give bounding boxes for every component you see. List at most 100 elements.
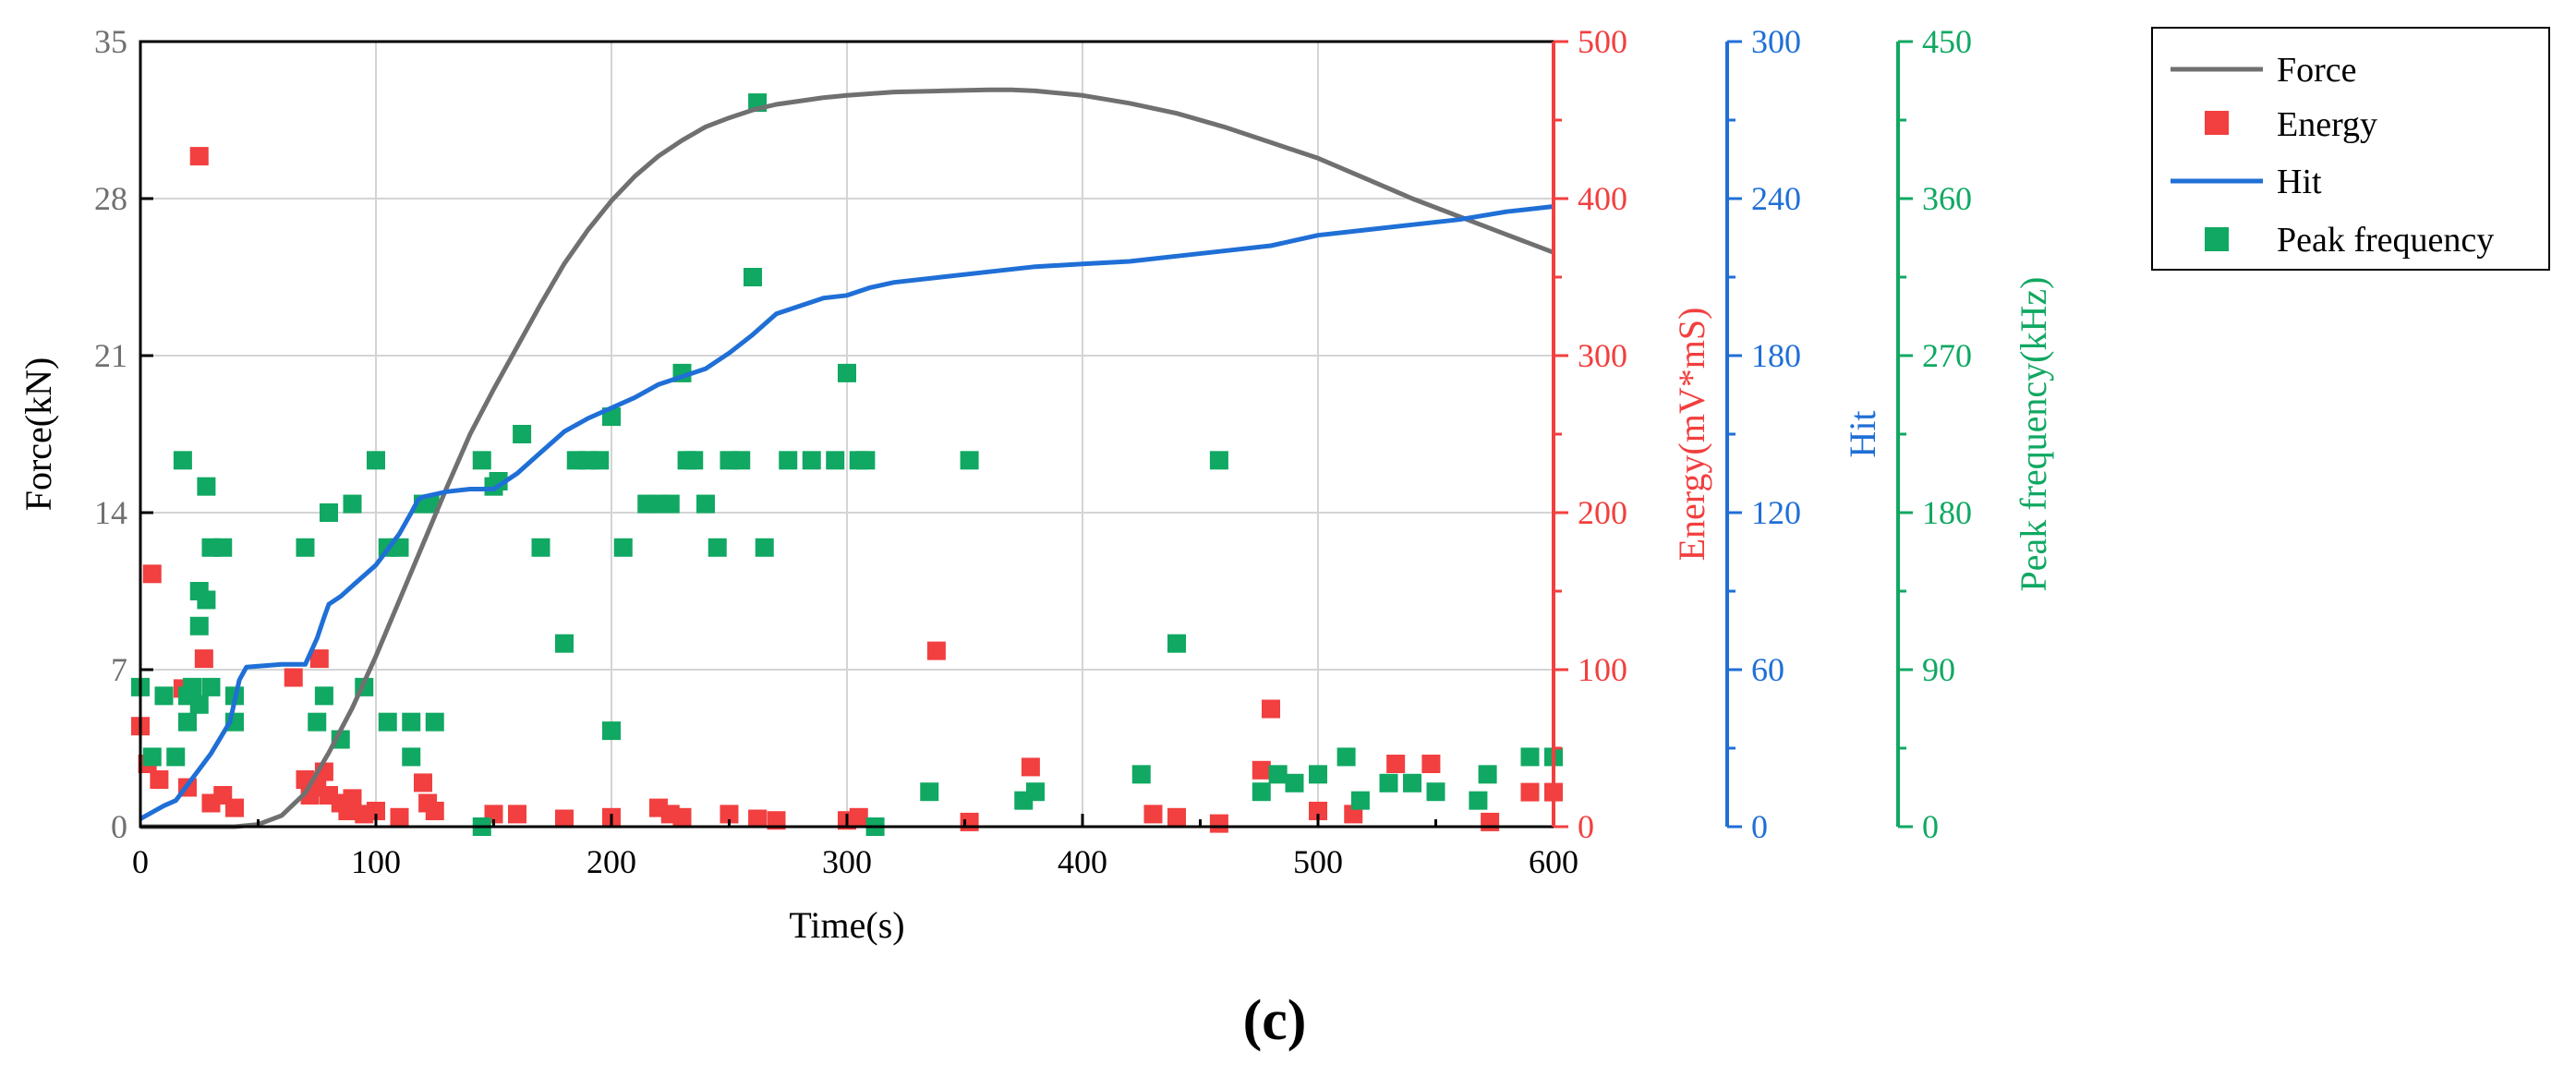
hit-tick-label: 180 xyxy=(1751,337,1801,374)
peak-point xyxy=(425,712,444,732)
peak-point xyxy=(590,451,610,470)
peak-point xyxy=(296,538,315,557)
hit-tick-label: 300 xyxy=(1751,23,1801,60)
hit-axis-title: Hit xyxy=(1842,410,1883,457)
hit-tick-label: 120 xyxy=(1751,494,1801,531)
peak-point xyxy=(197,590,216,610)
energy-point xyxy=(1386,755,1406,773)
peak-point xyxy=(732,451,751,470)
peak-point xyxy=(684,451,704,470)
legend-marker-energy xyxy=(2205,111,2229,135)
x-tick-label: 100 xyxy=(351,843,401,880)
peak-point xyxy=(1131,765,1151,784)
peak-point xyxy=(1478,765,1497,784)
peak-point xyxy=(744,268,762,286)
energy-point xyxy=(343,789,362,808)
energy-point xyxy=(1209,814,1228,833)
peak-point xyxy=(555,634,574,653)
energy-point xyxy=(672,807,692,827)
peak-point xyxy=(142,747,162,767)
force-tick-label: 7 xyxy=(111,651,127,688)
peak-point xyxy=(826,451,845,470)
force-axis-title: Force(kN) xyxy=(18,357,59,512)
peak-point xyxy=(1167,634,1186,653)
peak-point xyxy=(343,494,362,514)
legend-label-hit: Hit xyxy=(2277,163,2322,201)
peak-point xyxy=(1252,782,1271,802)
figure-caption: (c) xyxy=(1243,989,1307,1052)
peak-point xyxy=(178,712,197,732)
legend-marker-peak xyxy=(2205,227,2229,251)
energy-point xyxy=(926,641,946,660)
peak-point xyxy=(613,538,633,557)
energy-series xyxy=(131,147,1563,833)
force-line xyxy=(140,87,1554,829)
peak-tick-label: 180 xyxy=(1922,494,1972,531)
peak-point xyxy=(472,451,491,470)
peak-tick-label: 450 xyxy=(1922,23,1972,60)
energy-point xyxy=(142,564,162,584)
x-tick-label: 500 xyxy=(1293,843,1343,880)
legend-label-energy: Energy xyxy=(2277,105,2377,144)
peak-tick-label: 270 xyxy=(1922,337,1972,374)
force-tick-label: 35 xyxy=(94,23,127,60)
peak-point xyxy=(489,472,508,490)
peak-point xyxy=(838,363,856,382)
peak-point xyxy=(856,451,876,470)
energy-point xyxy=(508,805,526,824)
energy-point xyxy=(425,802,444,820)
hit-line xyxy=(139,204,1554,821)
peak-point xyxy=(802,451,821,470)
energy-point xyxy=(150,770,169,789)
energy-point xyxy=(1262,699,1280,719)
energy-point xyxy=(1252,760,1271,780)
peak-point xyxy=(1379,773,1398,793)
peak-point xyxy=(1209,451,1228,470)
peak-axis-title: Peak frequency(kHz) xyxy=(2013,277,2054,592)
energy-point xyxy=(1481,812,1500,831)
hit-tick-label: 60 xyxy=(1751,651,1784,688)
peak-point xyxy=(755,538,774,557)
energy-point xyxy=(1167,807,1186,827)
peak-point xyxy=(660,494,680,514)
peak-point xyxy=(402,747,421,767)
energy-point xyxy=(189,147,209,166)
energy-point xyxy=(767,811,786,830)
energy-point xyxy=(390,807,409,827)
peak-point xyxy=(320,503,338,522)
peak-point xyxy=(197,477,216,496)
peak-point xyxy=(183,677,202,696)
peak-point xyxy=(960,451,979,470)
peak-point xyxy=(1309,765,1327,784)
peak-point xyxy=(189,616,209,635)
force-tick-label: 28 xyxy=(94,180,127,217)
peak-point xyxy=(378,712,397,732)
energy-axis-title: Energy(mV*mS) xyxy=(1671,308,1712,562)
energy-tick-label: 0 xyxy=(1578,808,1594,845)
peak-point xyxy=(1426,782,1445,802)
peak-point xyxy=(602,721,621,741)
legend-label-peak: Peak frequency xyxy=(2277,221,2494,260)
energy-point xyxy=(367,802,385,820)
x-tick-label: 0 xyxy=(132,843,149,880)
peak-point xyxy=(166,747,186,767)
peak-point xyxy=(154,686,174,706)
peak-point xyxy=(1403,773,1421,793)
energy-tick-label: 100 xyxy=(1578,651,1627,688)
energy-point xyxy=(194,649,213,669)
peak-point xyxy=(201,677,221,696)
hit-tick-label: 0 xyxy=(1751,808,1768,845)
peak-point xyxy=(920,782,939,802)
peak-point xyxy=(513,425,532,443)
peak-point xyxy=(1469,791,1488,810)
energy-point xyxy=(1520,782,1540,802)
series-layer xyxy=(131,87,1563,836)
peak-point xyxy=(1268,765,1288,784)
peak-point xyxy=(707,538,727,557)
hit-tick-label: 240 xyxy=(1751,180,1801,217)
x-tick-label: 200 xyxy=(587,843,636,880)
energy-point xyxy=(849,807,868,827)
peak-point xyxy=(201,538,221,557)
peak-point xyxy=(1350,791,1370,810)
